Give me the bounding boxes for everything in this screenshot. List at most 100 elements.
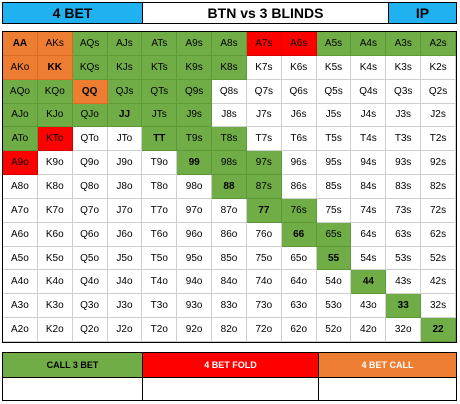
hand-cell: K3s	[386, 55, 422, 80]
hand-cell: Q2o	[72, 318, 108, 342]
hand-cell: AA	[3, 32, 38, 56]
hand-cell: J7o	[107, 198, 143, 223]
hand-cell: K5s	[316, 55, 352, 80]
hand-cell: 87s	[246, 175, 282, 199]
hand-cell: A7s	[246, 32, 282, 56]
hand-cell: KTs	[142, 55, 178, 80]
hand-cell: 52s	[421, 246, 456, 271]
hand-cell: A4o	[3, 270, 38, 295]
hand-cell: 86o	[212, 222, 247, 247]
hand-cell: 92s	[421, 151, 456, 176]
hand-cell: JTs	[142, 103, 178, 128]
hand-cell: 63o	[281, 294, 317, 319]
hand-cell: K2o	[37, 318, 73, 342]
hand-cell: ATo	[3, 127, 38, 152]
hand-cell: Q6o	[72, 222, 108, 247]
hand-cell: 74s	[351, 198, 387, 223]
hand-cell: J4s	[351, 103, 387, 128]
hand-cell: T9s	[177, 127, 213, 152]
hand-cell: J6o	[107, 222, 143, 247]
hand-cell: Q5s	[316, 79, 352, 104]
hand-cell: 85o	[212, 246, 247, 271]
legend-call-3bet: CALL 3 BET	[3, 353, 143, 377]
hand-cell: J4o	[107, 270, 143, 295]
hand-cell: 53o	[316, 294, 352, 319]
hand-cell: T5s	[316, 127, 352, 152]
hand-cell: J8o	[107, 175, 143, 199]
hand-cell: K7s	[246, 55, 282, 80]
hand-cell: 84s	[351, 175, 387, 199]
hand-cell: 64s	[351, 222, 387, 247]
hand-cell: 65o	[281, 246, 317, 271]
hand-cell: Q3o	[72, 294, 108, 319]
hand-cell: A2s	[421, 32, 456, 56]
hand-cell: J9o	[107, 151, 143, 176]
legend-call-3bet-value	[3, 377, 143, 400]
hand-cell: K7o	[37, 198, 73, 223]
hand-cell: J7s	[246, 103, 282, 128]
hand-cell: AQs	[72, 32, 108, 56]
hand-cell: 99	[177, 151, 213, 176]
hand-cell: 32s	[421, 294, 456, 319]
position-label: IP	[389, 3, 456, 23]
hand-cell: 73s	[386, 198, 422, 223]
hand-cell: JJ	[107, 103, 143, 128]
hand-cell: Q8o	[72, 175, 108, 199]
hand-cell: T5o	[142, 246, 178, 271]
hand-cell: T6o	[142, 222, 178, 247]
legend: CALL 3 BET 4 BET FOLD 4 BET CALL	[2, 352, 457, 401]
hand-cell: J3s	[386, 103, 422, 128]
hand-cell: Q9o	[72, 151, 108, 176]
hand-cell: K9s	[177, 55, 213, 80]
hand-cell: K6s	[281, 55, 317, 80]
hand-cell: 64o	[281, 270, 317, 295]
hand-cell: 96o	[177, 222, 213, 247]
hand-cell: A6o	[3, 222, 38, 247]
hand-range-grid: AA AKs AQs AJs ATs A9s A8s A7s A6s A5s A4s A3s A2s AK…	[2, 31, 457, 343]
hand-cell: 33	[386, 294, 422, 319]
legend-4bet-call-value	[319, 377, 456, 400]
action-label: 4 BET	[3, 3, 143, 23]
hand-cell: 52o	[316, 318, 352, 342]
hand-cell: K6o	[37, 222, 73, 247]
hand-cell: K9o	[37, 151, 73, 176]
hand-cell: T4o	[142, 270, 178, 295]
hand-cell: J6s	[281, 103, 317, 128]
hand-cell: 62s	[421, 222, 456, 247]
hand-cell: K4s	[351, 55, 387, 80]
hand-cell: 75s	[316, 198, 352, 223]
hand-cell: QTo	[72, 127, 108, 152]
hand-cell: 72o	[246, 318, 282, 342]
hand-cell: Q4o	[72, 270, 108, 295]
hand-cell: 73o	[246, 294, 282, 319]
hand-cell: AKo	[3, 55, 38, 80]
hand-cell: 82s	[421, 175, 456, 199]
hand-cell: A8o	[3, 175, 38, 199]
hand-cell: K5o	[37, 246, 73, 271]
hand-cell: 42s	[421, 270, 456, 295]
hand-cell: 98s	[212, 151, 247, 176]
hand-cell: A5s	[316, 32, 352, 56]
hand-cell: 43s	[386, 270, 422, 295]
hand-cell: K8s	[212, 55, 247, 80]
hand-cell: A7o	[3, 198, 38, 223]
hand-cell: J5s	[316, 103, 352, 128]
hand-cell: QJo	[72, 103, 108, 128]
hand-cell: 97s	[246, 151, 282, 176]
hand-cell: 92o	[177, 318, 213, 342]
hand-cell: A8s	[212, 32, 247, 56]
hand-cell: AKs	[37, 32, 73, 56]
hand-cell: 76o	[246, 222, 282, 247]
hand-cell: T7s	[246, 127, 282, 152]
hand-cell: AQo	[3, 79, 38, 104]
hand-cell: 94o	[177, 270, 213, 295]
hand-cell: 42o	[351, 318, 387, 342]
hand-cell: KJo	[37, 103, 73, 128]
hand-cell: ATs	[142, 32, 178, 56]
hand-cell: QTs	[142, 79, 178, 104]
hand-cell: Q5o	[72, 246, 108, 271]
hand-cell: 65s	[316, 222, 352, 247]
hand-cell: 54s	[351, 246, 387, 271]
hand-cell: 93o	[177, 294, 213, 319]
hand-cell: AJs	[107, 32, 143, 56]
